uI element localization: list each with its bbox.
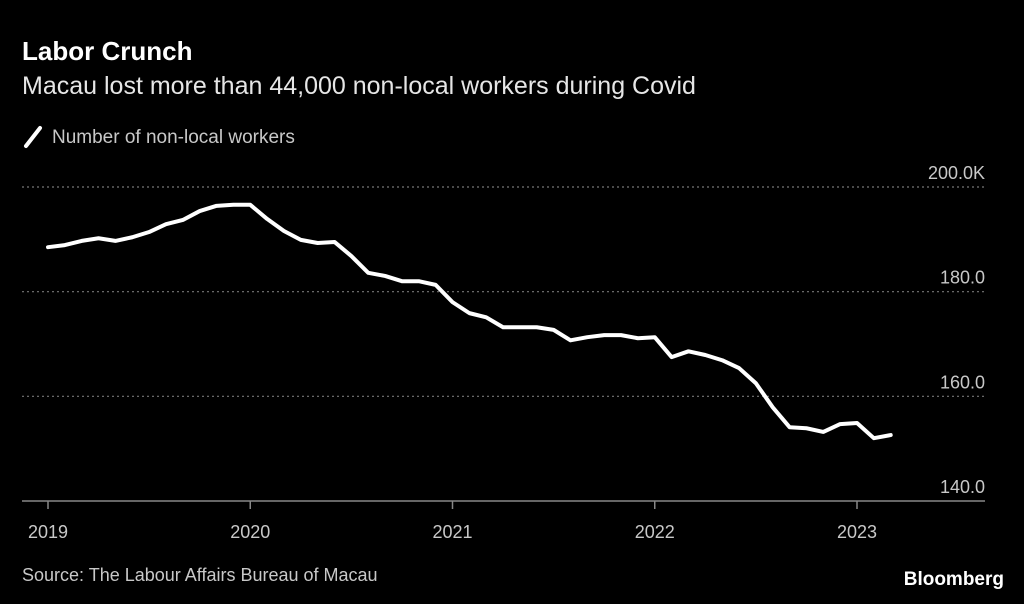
y-tick-label: 140.0 (940, 477, 985, 497)
source: Source: The Labour Affairs Bureau of Mac… (22, 565, 378, 585)
brand: Bloomberg (904, 569, 1004, 590)
x-tick-label: 2023 (837, 522, 877, 542)
x-tick-label: 2021 (432, 522, 472, 542)
chart-subtitle: Macau lost more than 44,000 non-local wo… (22, 72, 696, 100)
x-tick-label: 2019 (28, 522, 68, 542)
legend-swatch (24, 126, 42, 148)
y-tick-label: 200.0K (928, 163, 985, 183)
y-tick-label: 160.0 (940, 372, 985, 392)
chart-title: Labor Crunch (22, 36, 192, 66)
x-tick-label: 2020 (230, 522, 270, 542)
data-line (46, 202, 893, 441)
y-tick-label: 180.0 (940, 268, 985, 288)
x-tick-label: 2022 (635, 522, 675, 542)
legend-label: Number of non-local workers (52, 127, 295, 148)
